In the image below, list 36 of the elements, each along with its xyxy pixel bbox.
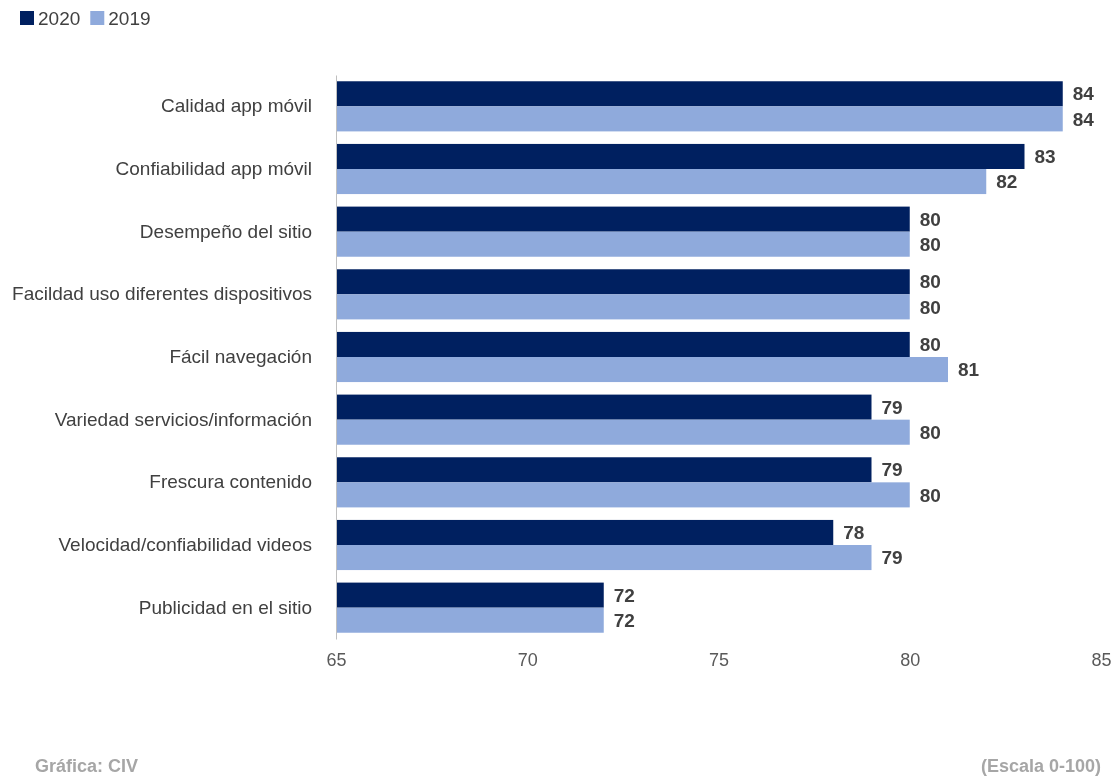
x-tick-label: 75 bbox=[708, 649, 730, 670]
text: (Escala 0-100) bbox=[980, 756, 1101, 776]
data-label: 82 bbox=[996, 171, 1018, 193]
x-tick-label: 80 bbox=[900, 649, 921, 670]
data-label: 79 bbox=[881, 547, 903, 569]
y-tick-label: Velocidad/confiabilidad videos bbox=[58, 534, 312, 556]
data-label: 84 bbox=[1072, 83, 1095, 105]
y-tick-label: Variedad servicios/información bbox=[54, 408, 312, 430]
data-label: 78 bbox=[843, 522, 865, 544]
y-tick-label: Desempeño del sitio bbox=[139, 220, 312, 242]
y-tick-label: Facildad uso diferentes dispositivos bbox=[12, 283, 312, 305]
y-tick-label: Confiabilidad app móvil bbox=[115, 158, 312, 180]
data-label: 80 bbox=[919, 484, 941, 506]
data-label: 80 bbox=[919, 271, 941, 293]
data-label: 83 bbox=[1034, 146, 1056, 168]
y-tick-label: Publicidad en el sitio bbox=[138, 596, 312, 618]
legend-label: 2019 bbox=[108, 7, 151, 29]
data-label: 72 bbox=[613, 584, 635, 606]
data-label: 80 bbox=[919, 421, 941, 443]
y-tick-label: Frescura contenido bbox=[149, 471, 312, 493]
data-label: 84 bbox=[1072, 108, 1095, 130]
x-tick-label: 85 bbox=[1091, 649, 1112, 670]
y-tick-label: Calidad app móvil bbox=[160, 95, 312, 117]
x-tick-label: 65 bbox=[326, 649, 347, 670]
data-label: 80 bbox=[919, 296, 941, 318]
data-label: 79 bbox=[881, 459, 903, 481]
x-tick-label: 70 bbox=[517, 649, 538, 670]
data-label: 79 bbox=[881, 396, 903, 418]
data-label: 80 bbox=[919, 334, 941, 356]
data-label: 72 bbox=[613, 609, 635, 631]
legend-label: 2020 bbox=[38, 7, 81, 29]
data-label: 80 bbox=[919, 208, 941, 230]
data-label: 80 bbox=[919, 233, 941, 255]
data-label: 81 bbox=[958, 359, 980, 381]
y-tick-label: Fácil navegación bbox=[169, 346, 312, 368]
text: Gráfica: CIV bbox=[35, 756, 139, 776]
